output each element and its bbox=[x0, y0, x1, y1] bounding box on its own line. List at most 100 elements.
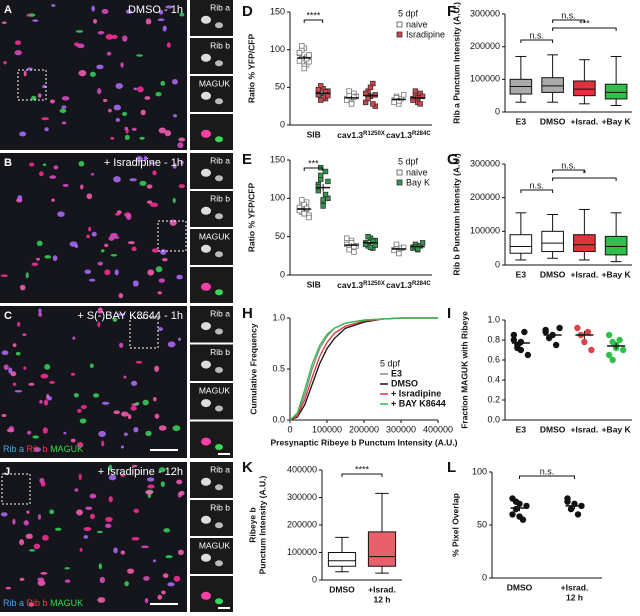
puncta bbox=[26, 14, 31, 17]
category-base: cav1.3 bbox=[337, 280, 363, 290]
inset-label: MAGUK bbox=[199, 231, 231, 241]
puncta bbox=[160, 249, 167, 255]
channel-name: Rib a bbox=[3, 444, 24, 454]
puncta bbox=[90, 71, 96, 77]
puncta bbox=[91, 231, 97, 237]
inset-puncta bbox=[215, 328, 223, 335]
puncta bbox=[157, 18, 165, 22]
data-point bbox=[609, 356, 616, 364]
category-base: cav1.3 bbox=[337, 130, 363, 140]
channel-name: MAGUK bbox=[50, 444, 83, 454]
puncta bbox=[158, 425, 167, 431]
puncta bbox=[59, 108, 67, 114]
x-tick-label: E3 bbox=[516, 424, 527, 434]
y-tick-label: 0.2 bbox=[487, 394, 500, 404]
puncta bbox=[39, 400, 43, 404]
puncta bbox=[135, 360, 143, 364]
box bbox=[573, 234, 596, 253]
data-point bbox=[509, 511, 516, 518]
legend-label: + BAY K8644 bbox=[391, 398, 446, 408]
y-tick-label: 200000 bbox=[470, 41, 500, 51]
y-tick-label: 0 bbox=[312, 574, 317, 584]
box bbox=[604, 83, 628, 100]
x-tick-label: DMSO bbox=[540, 424, 566, 434]
puncta bbox=[1, 21, 7, 24]
x-tick-label: +Israd. bbox=[571, 424, 599, 434]
puncta bbox=[22, 333, 27, 336]
puncta bbox=[178, 137, 186, 142]
puncta bbox=[149, 202, 158, 208]
puncta bbox=[158, 467, 166, 473]
legend-marker bbox=[396, 179, 403, 186]
puncta bbox=[145, 18, 152, 25]
puncta bbox=[130, 406, 137, 411]
puncta bbox=[169, 219, 177, 226]
inset-puncta bbox=[215, 405, 223, 412]
puncta bbox=[158, 278, 165, 283]
puncta bbox=[124, 581, 129, 587]
roi-box bbox=[157, 220, 187, 252]
significance-bracket bbox=[520, 189, 554, 193]
panel-letter: K bbox=[242, 459, 253, 476]
data-point bbox=[344, 235, 350, 241]
roi-box bbox=[17, 69, 47, 101]
x-tick-label: 300000 bbox=[386, 424, 416, 434]
channel-legend: Rib a Rib b MAGUK bbox=[3, 598, 83, 608]
inset-puncta bbox=[215, 444, 223, 451]
inset-puncta bbox=[201, 168, 211, 177]
inset-label: MAGUK bbox=[199, 78, 231, 88]
puncta bbox=[152, 170, 157, 176]
significance-bracket bbox=[552, 27, 617, 31]
category-sup: R284C bbox=[412, 281, 431, 287]
puncta bbox=[100, 249, 105, 253]
significance-label: **** bbox=[306, 10, 321, 20]
significance-label: n.s. bbox=[529, 180, 544, 190]
data-point bbox=[296, 58, 303, 64]
puncta bbox=[40, 481, 46, 487]
puncta bbox=[19, 131, 27, 137]
y-tick-label: 200000 bbox=[287, 519, 317, 529]
puncta bbox=[150, 161, 155, 165]
data-point bbox=[372, 92, 378, 98]
panel-letter: I bbox=[447, 305, 451, 322]
puncta bbox=[61, 105, 67, 109]
puncta bbox=[180, 160, 184, 165]
x-tick-label: DMSO bbox=[507, 582, 533, 592]
data-point bbox=[521, 328, 528, 336]
puncta bbox=[108, 496, 113, 503]
puncta bbox=[172, 166, 177, 169]
puncta bbox=[64, 567, 70, 570]
puncta bbox=[12, 518, 16, 525]
y-tick-label: 150 bbox=[270, 6, 285, 16]
data-point bbox=[584, 328, 592, 336]
puncta bbox=[120, 62, 124, 68]
puncta bbox=[123, 375, 127, 379]
puncta bbox=[30, 95, 37, 101]
puncta bbox=[135, 156, 143, 163]
puncta bbox=[108, 236, 115, 241]
inset-label: Rib a bbox=[210, 155, 230, 165]
puncta bbox=[49, 509, 55, 515]
puncta bbox=[154, 365, 160, 372]
x-tick-label: cav1.3R1250X bbox=[337, 130, 385, 140]
puncta bbox=[90, 513, 95, 520]
puncta bbox=[106, 51, 112, 56]
puncta bbox=[144, 96, 151, 100]
data-point bbox=[542, 328, 549, 336]
puncta bbox=[120, 445, 125, 449]
puncta bbox=[42, 534, 49, 541]
puncta bbox=[17, 195, 23, 201]
puncta bbox=[33, 543, 41, 550]
significance-label: **** bbox=[355, 464, 370, 474]
data-point bbox=[619, 346, 627, 354]
puncta bbox=[64, 579, 71, 583]
inset bbox=[190, 229, 233, 265]
inset bbox=[190, 576, 233, 612]
puncta bbox=[131, 464, 138, 468]
inset-puncta bbox=[201, 91, 211, 100]
legend-label: + Isradipine bbox=[391, 388, 441, 398]
inset-puncta bbox=[201, 53, 211, 62]
inset-puncta bbox=[201, 129, 211, 138]
data-point bbox=[299, 197, 305, 203]
roi-box bbox=[129, 317, 159, 349]
